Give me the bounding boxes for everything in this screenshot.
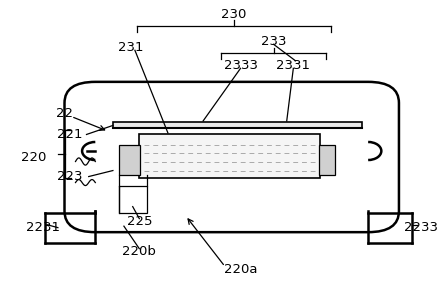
- Text: 231: 231: [118, 41, 143, 54]
- Text: 2331: 2331: [276, 59, 311, 72]
- Bar: [319, 145, 335, 175]
- Text: 2333: 2333: [224, 59, 257, 72]
- Bar: [113, 122, 361, 128]
- Text: 220a: 220a: [224, 263, 257, 276]
- Text: 220: 220: [21, 150, 47, 163]
- Text: 2233: 2233: [404, 221, 438, 234]
- Text: 223: 223: [57, 170, 82, 183]
- Text: 230: 230: [221, 8, 247, 21]
- Bar: [139, 134, 320, 178]
- Bar: [119, 145, 140, 175]
- Text: 233: 233: [261, 35, 286, 48]
- FancyBboxPatch shape: [65, 82, 399, 232]
- Text: 22: 22: [56, 107, 73, 120]
- Text: 220b: 220b: [122, 245, 156, 258]
- Text: 221: 221: [57, 128, 82, 141]
- Text: 225: 225: [127, 215, 152, 228]
- Bar: [119, 185, 147, 213]
- Text: 2231: 2231: [26, 221, 59, 234]
